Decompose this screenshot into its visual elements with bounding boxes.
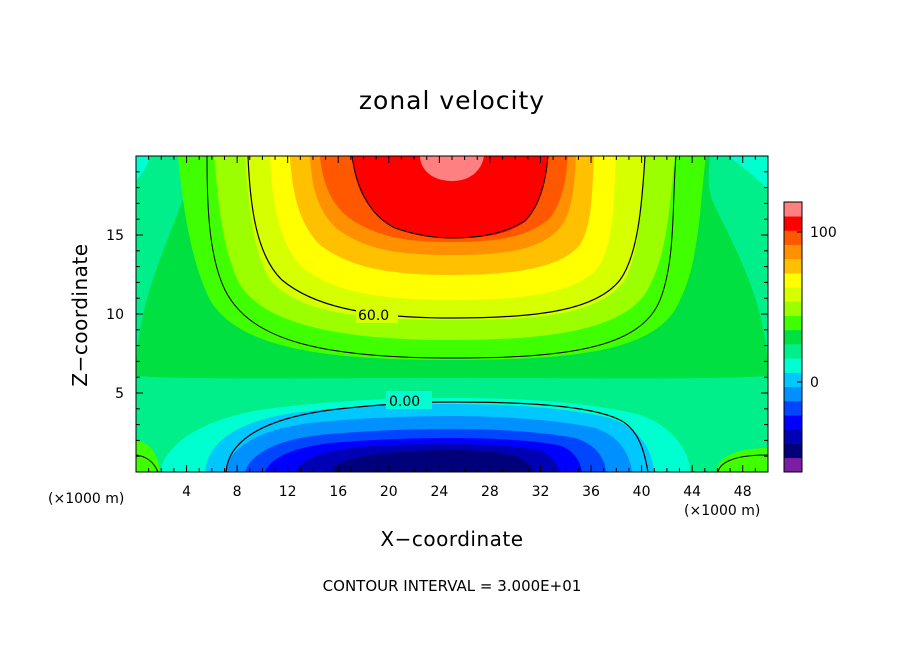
colorbar-swatch (784, 329, 802, 345)
y-tick-label: 10 (106, 307, 124, 323)
contour-label-60: 60.0 (358, 308, 389, 324)
y-axis-label: Z−coordinate (68, 243, 92, 387)
x-tick-label: 24 (430, 484, 448, 500)
x-tick-label: 48 (734, 484, 752, 500)
contour-line-left-pocket (136, 454, 159, 472)
x-tick-label: 36 (582, 484, 600, 500)
colorbar-swatch (784, 415, 802, 430)
jet-level-110 (352, 156, 548, 238)
colorbar-swatch (784, 315, 802, 331)
x-axis-label: X−coordinate (380, 527, 524, 551)
jet-level-120 (420, 156, 484, 182)
colorbar-swatch (784, 429, 802, 444)
colorbar-tick-label: 100 (810, 225, 837, 241)
contour-label-bg-60 (356, 305, 398, 323)
colorbar-swatch (784, 287, 802, 302)
colorbar-swatch (784, 258, 802, 274)
x-tick-label: 44 (683, 484, 701, 500)
colorbar-swatch (784, 358, 802, 373)
top-left-pocket (136, 156, 150, 180)
y-axis-ticks: 5 10 15 (106, 171, 768, 457)
x-tick-label: 20 (380, 484, 398, 500)
colorbar-frame (783, 201, 803, 473)
colorbar-swatch (784, 216, 802, 231)
x-tick-label: 8 (233, 484, 242, 500)
contour-line-60 (247, 156, 646, 319)
x-unit-label-left: (×1000 m) (48, 491, 125, 507)
contour-line-right-pocket (717, 454, 768, 472)
colorbar-swatch (784, 457, 802, 473)
chart-title: zonal velocity (358, 86, 546, 115)
colorbar-swatch (784, 400, 802, 416)
y-tick-label: 15 (106, 228, 124, 244)
colorbar-swatch (784, 344, 802, 359)
colorbar-swatch (784, 301, 802, 316)
colorbar (783, 201, 803, 473)
x-tick-label: 12 (279, 484, 297, 500)
colorbar-swatch (784, 244, 802, 260)
colorbar-swatch (784, 273, 802, 288)
colorbar-tick-label: 0 (810, 375, 819, 391)
counter-level-m60 (330, 450, 534, 472)
colorbar-swatch (784, 372, 802, 388)
colorbar-swatch (784, 202, 802, 217)
y-tick-label: 5 (115, 386, 124, 402)
colorbar-swatch (784, 230, 802, 245)
x-tick-label: 16 (329, 484, 347, 500)
x-unit-label-right: (×1000 m) (684, 503, 761, 519)
top-right-pocket (728, 156, 768, 190)
x-tick-label: 32 (532, 484, 550, 500)
contour-line-0 (225, 401, 649, 472)
colorbar-ticks: 0 100 (797, 225, 837, 391)
x-tick-label: 4 (182, 484, 191, 500)
contour-interval-note: CONTOUR INTERVAL = 3.000E+01 (322, 577, 582, 595)
colorbar-swatch (784, 443, 802, 459)
x-tick-label: 40 (633, 484, 651, 500)
right-pocket (716, 448, 768, 472)
x-tick-label: 28 (481, 484, 499, 500)
contour-line-30 (206, 156, 677, 359)
contour-label-0: 0.00 (389, 394, 420, 410)
contour-field (136, 156, 768, 472)
contour-label-bg-0 (386, 391, 432, 409)
contour-line-100 (351, 156, 549, 239)
x-axis-ticks: 4 8 12 16 20 24 28 32 36 40 44 48 (148, 156, 756, 500)
colorbar-swatch (784, 386, 802, 402)
